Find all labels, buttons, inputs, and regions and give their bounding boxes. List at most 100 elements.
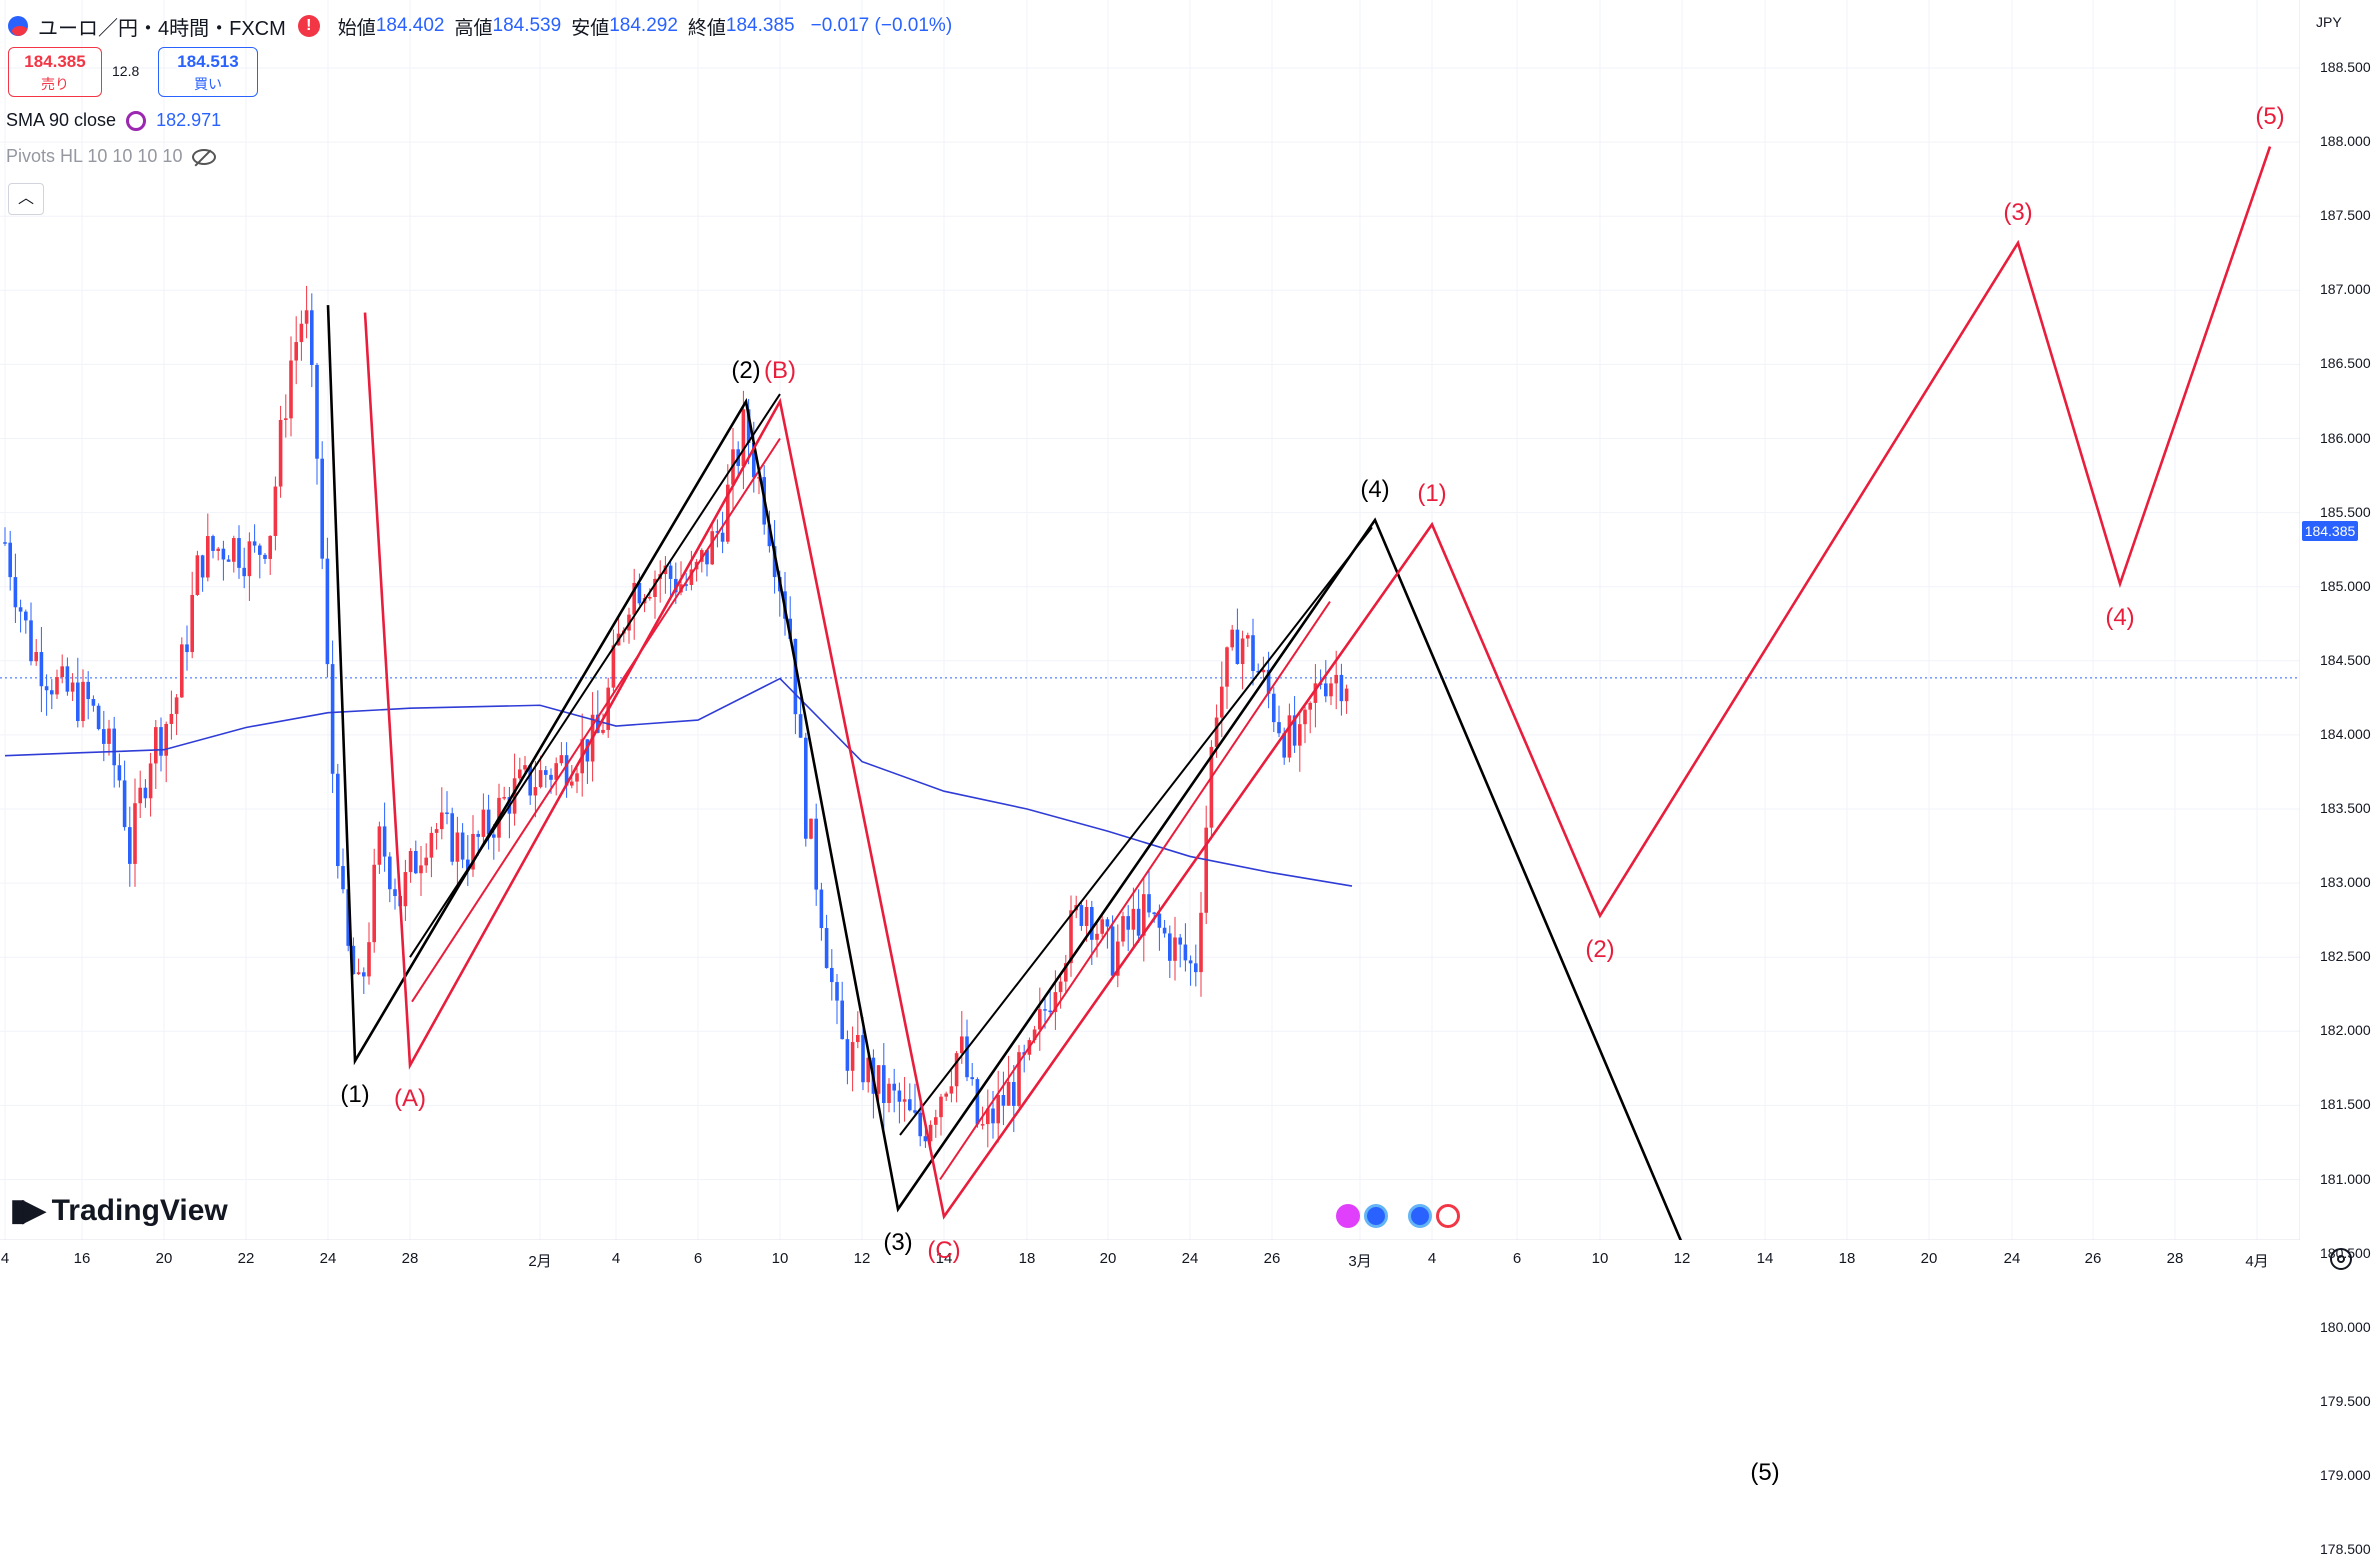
candle-body	[154, 727, 158, 764]
candle-body	[1303, 709, 1307, 725]
price-chart[interactable]	[0, 0, 2300, 1240]
y-tick-label: 180.000	[2320, 1318, 2371, 1335]
candle-body	[211, 536, 215, 551]
candle-body	[1105, 919, 1110, 927]
candle-body	[809, 818, 813, 839]
candle-body	[91, 699, 96, 706]
x-tick-label: 18	[1018, 1250, 1036, 1267]
collapse-legend-button[interactable]: ︿	[8, 183, 44, 215]
candle-body	[44, 686, 49, 691]
candle-body	[476, 833, 480, 837]
candle-body	[533, 787, 538, 796]
candle-body	[949, 1086, 954, 1094]
candle-body	[65, 666, 70, 692]
candle-body	[112, 728, 116, 766]
close-value: 184.385	[725, 15, 795, 36]
candle-body	[258, 545, 262, 555]
candle-body	[60, 666, 64, 678]
candle-body	[34, 652, 38, 662]
lightning-event-icon[interactable]	[1336, 1204, 1360, 1228]
candle-body	[1017, 1052, 1021, 1106]
x-tick-label: 22	[237, 1250, 255, 1267]
x-tick-label: 14	[935, 1250, 953, 1267]
candle-body	[346, 889, 350, 946]
candle-body	[518, 769, 522, 779]
wave-red-label: (3)	[2003, 198, 2033, 226]
candle-body	[1038, 1009, 1042, 1030]
sma-indicator-row[interactable]: SMA 90 close 182.971	[6, 110, 221, 131]
candle-body	[575, 773, 579, 782]
eye-off-icon[interactable]	[192, 148, 217, 165]
candle-body	[96, 705, 101, 730]
sell-button[interactable]: 184.385 売り	[8, 47, 102, 97]
candle-body	[330, 664, 335, 774]
x-tick-label: 10	[1591, 1250, 1609, 1267]
candle-body	[107, 728, 111, 744]
wave-black-label: (4)	[1360, 476, 1390, 503]
candle-body	[128, 827, 132, 864]
y-tick-label: 184.500	[2320, 651, 2371, 668]
candle-body	[310, 310, 314, 365]
pivots-label: Pivots HL 10 10 10 10	[6, 146, 183, 166]
chevron-up-icon: ︿	[17, 190, 34, 207]
x-tick-label: 24	[319, 1250, 337, 1267]
candle-body	[653, 578, 657, 598]
candle-body	[965, 1036, 969, 1078]
alert-icon[interactable]: !	[297, 15, 320, 37]
x-tick-label: 6	[693, 1250, 703, 1267]
candle-body	[741, 409, 746, 466]
candle-body	[897, 1090, 902, 1102]
candle-body	[726, 484, 730, 542]
candle-body	[720, 532, 725, 542]
candle-body	[1152, 912, 1156, 914]
candle-body	[1292, 715, 1297, 746]
candle-body	[122, 780, 127, 828]
event-icons-2[interactable]	[1408, 1204, 1460, 1228]
candle-body	[1012, 1081, 1016, 1106]
candle-body	[164, 723, 168, 756]
candle-body	[86, 681, 90, 700]
candle-body	[403, 872, 408, 907]
candle-body	[835, 982, 839, 1001]
candle-body	[289, 360, 293, 419]
candle-body	[29, 620, 33, 662]
candle-body	[1329, 683, 1333, 697]
candle-body	[39, 652, 44, 687]
event-icons-1[interactable]	[1336, 1204, 1388, 1228]
low-value: 184.292	[609, 15, 678, 36]
settings-icon[interactable]	[2330, 1248, 2352, 1270]
candle-body	[944, 1093, 948, 1097]
y-tick-label: 185.000	[2320, 577, 2371, 594]
dividend-event-icon[interactable]	[1436, 1204, 1460, 1228]
candle-body	[50, 690, 54, 695]
wave-black-label: (3)	[883, 1229, 913, 1257]
candle-body	[674, 578, 678, 593]
candle-body	[991, 1108, 995, 1124]
candle-body	[752, 443, 756, 478]
earnings-event-icon[interactable]	[1364, 1204, 1388, 1228]
open-label: 始値	[337, 17, 376, 39]
symbol-title[interactable]: ユーロ／円・4時間・FXCM	[38, 17, 286, 40]
brand-name: TradingView	[51, 1193, 228, 1227]
candle-body	[934, 1117, 938, 1125]
candle-body	[414, 850, 418, 874]
candle-body	[705, 550, 709, 565]
candle-body	[1209, 746, 1214, 828]
economic-event-icon[interactable]	[1408, 1204, 1432, 1228]
currency-label[interactable]: JPY	[2316, 14, 2342, 30]
pivots-indicator-row[interactable]: Pivots HL 10 10 10 10	[6, 146, 217, 167]
candle-body	[923, 1136, 928, 1142]
y-tick-label: 187.000	[2320, 281, 2371, 298]
wave-path-black	[326, 305, 1683, 1240]
buy-button[interactable]: 184.513 買い	[158, 47, 258, 97]
candle-body	[1225, 647, 1229, 687]
wave-red-label: (A)	[394, 1085, 426, 1113]
y-tick-label: 179.000	[2320, 1466, 2371, 1483]
candle-body	[1069, 910, 1073, 964]
candle-body	[492, 834, 496, 838]
candle-body	[939, 1096, 943, 1118]
candle-body	[1344, 688, 1349, 702]
chart-area[interactable]	[0, 0, 2300, 1240]
close-label: 終値	[687, 17, 726, 39]
candle-body	[325, 558, 330, 665]
